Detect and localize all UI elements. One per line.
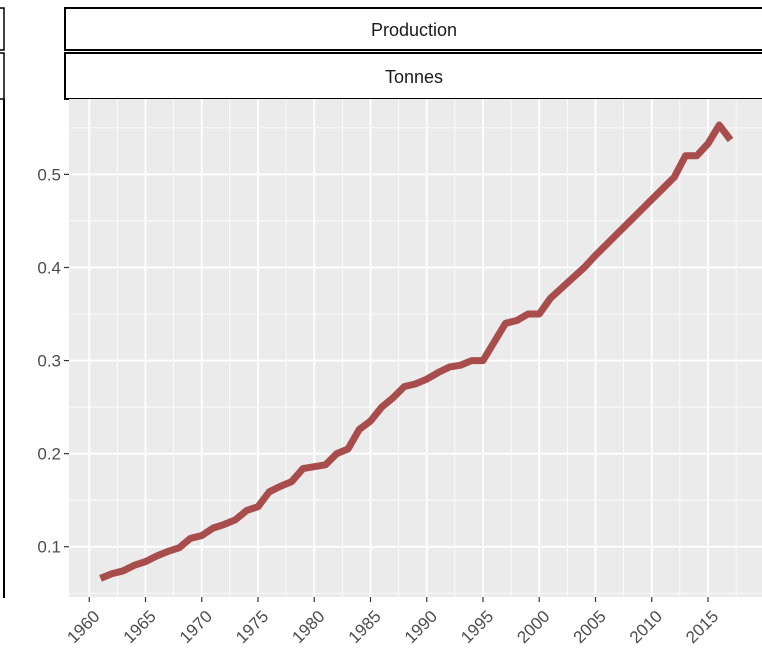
y-tick-label: 0.3 (37, 352, 61, 371)
minor-gridlines (69, 99, 762, 597)
series-line (99, 121, 734, 582)
y-tick-label: 0.2 (37, 445, 61, 464)
facet-strip-production-label: Production (371, 20, 457, 40)
x-tick-label: 1985 (345, 607, 385, 647)
x-tick-label: 2005 (570, 607, 610, 647)
left-strip-edge-bottom (0, 52, 5, 100)
x-tick-label: 1960 (63, 607, 103, 647)
major-gridlines (69, 99, 762, 597)
facet-strip-tonnes (64, 52, 762, 100)
x-tick-label: 1970 (176, 607, 216, 647)
facet-strip-production (64, 7, 762, 51)
plot-panel (69, 99, 762, 597)
x-tick-label: 1980 (288, 607, 328, 647)
x-tick-label: 1990 (401, 607, 441, 647)
y-tick-label: 0.4 (37, 258, 61, 277)
x-axis: 1960 1965 1970 1975 1980 1985 1990 1995 2000 2005… (63, 597, 722, 647)
x-tick-label: 2015 (682, 607, 722, 647)
x-tick-label: 2010 (626, 607, 666, 647)
y-tick-label: 0.1 (37, 538, 61, 557)
x-tick-label: 1995 (457, 607, 497, 647)
y-tick-label: 0.5 (37, 165, 61, 184)
x-tick-label: 1975 (232, 607, 272, 647)
facet-strip-tonnes-label: Tonnes (385, 67, 443, 87)
x-tick-label: 2000 (513, 607, 553, 647)
left-strip-edge-top (0, 7, 5, 51)
y-axis: 0.1 0.2 0.3 0.4 0.5 (37, 165, 69, 557)
x-tick-label: 1965 (120, 607, 160, 647)
